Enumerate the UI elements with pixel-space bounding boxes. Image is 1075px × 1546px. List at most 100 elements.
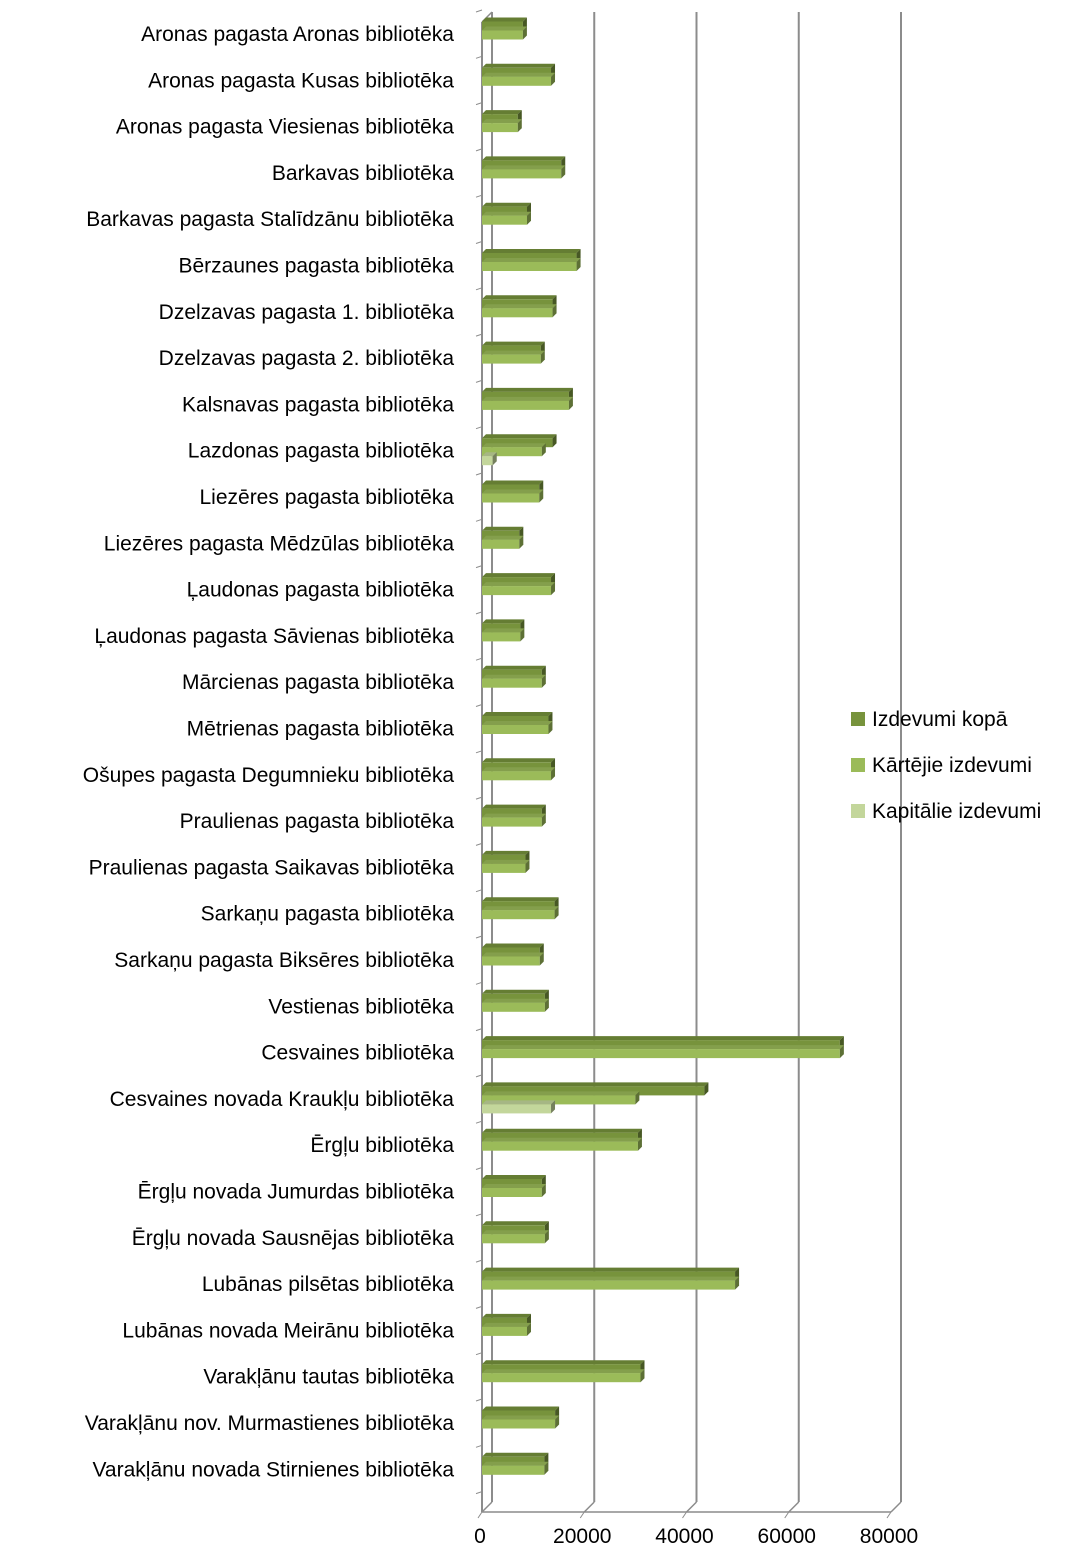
bar-2-end — [568, 396, 573, 410]
x-tick-label: 40000 — [655, 1525, 713, 1546]
category-label: Cesvaines bibliotēka — [261, 1042, 454, 1065]
category-label: Sarkaņu pagasta bibliotēka — [201, 903, 455, 926]
gridline-floor — [481, 1501, 493, 1513]
category-tick — [475, 102, 483, 106]
bar-2-top — [482, 1461, 549, 1466]
category-tick — [475, 1259, 483, 1263]
bar-1-end — [704, 1082, 709, 1096]
x-tick-label: 80000 — [860, 1525, 918, 1546]
category-label: Varakļānu nov. Murmastienes bibliotēka — [85, 1412, 455, 1435]
bar-2-top — [482, 350, 545, 355]
category-label: Mārcienas pagasta bibliotēka — [182, 671, 454, 694]
bar-2 — [482, 396, 573, 410]
bar-2-end — [551, 582, 556, 596]
bar-2-front — [482, 725, 549, 734]
bar-2-front — [482, 354, 541, 364]
gridline-floor — [583, 1501, 595, 1513]
bar-2-end — [839, 1045, 844, 1059]
bar-2-front — [482, 76, 552, 86]
bar-2 — [482, 628, 525, 642]
bar-1-top — [482, 804, 546, 809]
bar-2 — [482, 119, 522, 133]
gridline-floor — [890, 1501, 902, 1513]
bar-1-top — [482, 110, 522, 115]
category-tick — [475, 1028, 483, 1032]
bar-2-end — [544, 998, 549, 1012]
bar-1-top — [482, 1313, 531, 1318]
bar-2-top — [482, 72, 556, 77]
bar-3-end — [551, 1100, 556, 1114]
category-label: Varakļānu novada Stirnienes bibliotēka — [92, 1458, 454, 1481]
bar-2 — [482, 859, 530, 873]
bar-1 — [482, 434, 557, 448]
bar-2-end — [522, 26, 527, 40]
bar-2-end — [554, 906, 559, 920]
category-tick — [475, 1491, 483, 1495]
bar-2 — [482, 1322, 531, 1336]
bar-2 — [482, 489, 544, 503]
bar-3-front — [482, 456, 493, 466]
gridlines — [481, 12, 902, 1513]
category-label: Lubānas pilsētas bibliotēka — [202, 1273, 454, 1296]
category-label: Ērgļu bibliotēka — [310, 1134, 454, 1157]
bar-1-top — [482, 989, 549, 994]
category-tick — [475, 1167, 483, 1170]
bar-2 — [482, 906, 559, 920]
category-label: Dzelzavas pagasta 1. bibliotēka — [159, 301, 455, 324]
bar-2-front — [482, 956, 540, 966]
bar-2-front — [482, 262, 577, 271]
bar-2-end — [541, 1184, 546, 1197]
bar-2 — [482, 1091, 640, 1105]
bar-3 — [482, 452, 497, 466]
category-label: Vestienas bibliotēka — [268, 995, 454, 1018]
bar-2-front — [482, 1188, 542, 1197]
category-tick — [475, 148, 483, 152]
x-tick-mark — [784, 1511, 790, 1519]
bar-2-front — [482, 1095, 636, 1105]
bar-2-top — [482, 1091, 640, 1096]
x-tick-labels: 0 20000 40000 60000 80000 — [474, 1525, 918, 1546]
bar-1-front — [482, 253, 577, 262]
category-tick — [475, 1074, 483, 1078]
bar-3-end — [492, 452, 497, 466]
bar-2-end — [551, 72, 556, 86]
bar-2-front — [482, 1326, 527, 1336]
category-label: Sarkaņu pagasta Biksēres bibliotēka — [114, 949, 454, 972]
bar-2-front — [482, 169, 562, 179]
bar-2 — [482, 1276, 740, 1290]
bar-2 — [482, 1369, 645, 1383]
bar-1-top — [482, 387, 573, 392]
bar-2 — [482, 1415, 560, 1429]
bar-1-front — [482, 67, 552, 77]
category-tick — [475, 1213, 483, 1217]
bar-1-front — [482, 345, 541, 355]
category-tick — [475, 379, 483, 383]
bar-1-front — [482, 1271, 736, 1281]
bar-1-front — [482, 1225, 545, 1235]
bar-2 — [482, 350, 545, 364]
bar-2-top — [482, 1184, 546, 1188]
category-tick — [475, 565, 483, 569]
bar-2-end — [517, 119, 522, 133]
category-tick — [475, 981, 483, 985]
bar-2-front — [482, 400, 569, 410]
bar-1-top — [482, 665, 546, 670]
category-label: Varakļānu tautas bibliotēka — [203, 1366, 454, 1389]
bar-2-top — [482, 443, 546, 448]
bar-1-front — [482, 1086, 705, 1096]
category-tick — [475, 55, 483, 59]
bar-1-top — [482, 619, 525, 624]
bar-2-end — [735, 1276, 740, 1290]
bar-2-front — [482, 447, 542, 457]
category-label: Lubānas novada Meirānu bibliotēka — [122, 1319, 454, 1342]
bar-1 — [482, 202, 531, 216]
category-label: Ošupes pagasta Degumnieku bibliotēka — [83, 764, 455, 787]
bar-1-front — [482, 901, 555, 911]
bar-2-end — [552, 304, 557, 318]
bar-1-front — [482, 1456, 545, 1466]
bar-2-end — [525, 859, 530, 873]
category-tick — [475, 9, 483, 13]
bar-2-front — [482, 539, 520, 549]
bar-2 — [482, 165, 566, 179]
